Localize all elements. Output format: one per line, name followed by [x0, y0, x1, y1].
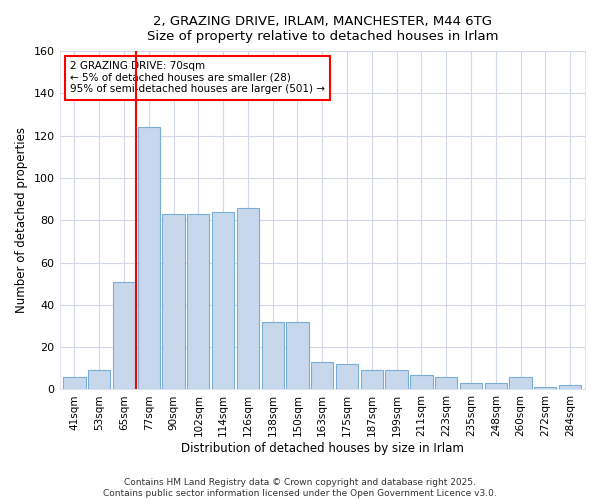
Bar: [559, 385, 581, 390]
Bar: [410, 374, 433, 390]
Bar: [262, 322, 284, 390]
Bar: [534, 388, 556, 390]
Bar: [187, 214, 209, 390]
Bar: [361, 370, 383, 390]
Y-axis label: Number of detached properties: Number of detached properties: [15, 128, 28, 314]
Bar: [212, 212, 234, 390]
Bar: [336, 364, 358, 390]
Bar: [88, 370, 110, 390]
Text: 2 GRAZING DRIVE: 70sqm
← 5% of detached houses are smaller (28)
95% of semi-deta: 2 GRAZING DRIVE: 70sqm ← 5% of detached …: [70, 62, 325, 94]
Bar: [435, 377, 457, 390]
X-axis label: Distribution of detached houses by size in Irlam: Distribution of detached houses by size …: [181, 442, 464, 455]
Bar: [63, 377, 86, 390]
Bar: [113, 282, 135, 390]
Bar: [460, 383, 482, 390]
Text: Contains HM Land Registry data © Crown copyright and database right 2025.
Contai: Contains HM Land Registry data © Crown c…: [103, 478, 497, 498]
Bar: [237, 208, 259, 390]
Bar: [163, 214, 185, 390]
Bar: [509, 377, 532, 390]
Bar: [385, 370, 408, 390]
Bar: [485, 383, 507, 390]
Title: 2, GRAZING DRIVE, IRLAM, MANCHESTER, M44 6TG
Size of property relative to detach: 2, GRAZING DRIVE, IRLAM, MANCHESTER, M44…: [146, 15, 498, 43]
Bar: [137, 127, 160, 390]
Bar: [286, 322, 308, 390]
Bar: [311, 362, 334, 390]
